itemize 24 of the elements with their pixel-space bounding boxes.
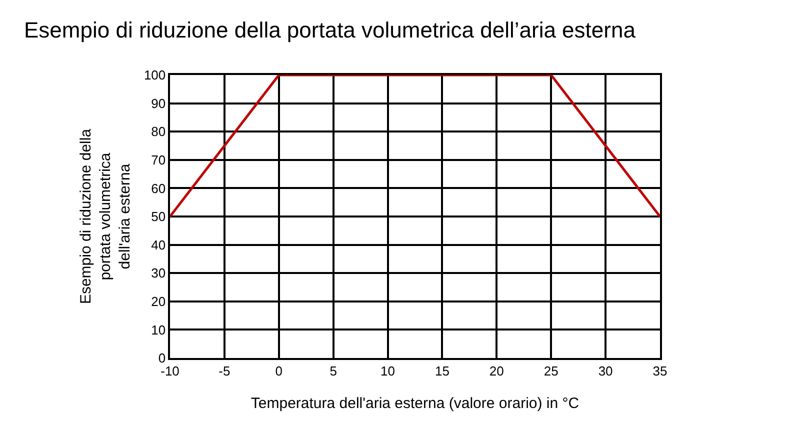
y-tick-label: 100 (144, 68, 166, 83)
x-tick-label: 30 (598, 363, 613, 378)
x-tick-label: 10 (380, 363, 396, 378)
x-tick-label: -5 (218, 363, 230, 378)
y-axis-title: Esempio di riduzione della portata volumetrica dell'aria esterna (78, 128, 134, 304)
y-tick-label: 20 (151, 294, 166, 309)
x-tick-label: 20 (489, 363, 504, 378)
x-tick-label: -10 (160, 363, 180, 378)
x-tick-label: 0 (275, 363, 283, 378)
x-axis-title: Temperatura dell'aria esterna (valore orario) in °C (250, 394, 580, 412)
x-tick-label: 15 (434, 363, 450, 378)
x-tick-label: 25 (544, 363, 558, 378)
x-tick-label: 35 (652, 363, 668, 378)
chart-title: Esempio di riduzione della portata volumetrica dell’aria esterna (24, 18, 636, 43)
y-tick-label: 30 (151, 266, 166, 281)
y-tick-label: 50 (151, 209, 166, 224)
y-tick-label: 80 (151, 124, 166, 140)
y-tick-label: 90 (151, 96, 166, 111)
x-tick-label: 5 (330, 363, 337, 378)
y-tick-label: 10 (151, 322, 166, 338)
y-tick-label: 60 (151, 180, 166, 196)
y-tick-label: 40 (151, 237, 166, 252)
y-tick-label: 70 (151, 152, 166, 168)
y-tick-label: 0 (158, 350, 166, 366)
